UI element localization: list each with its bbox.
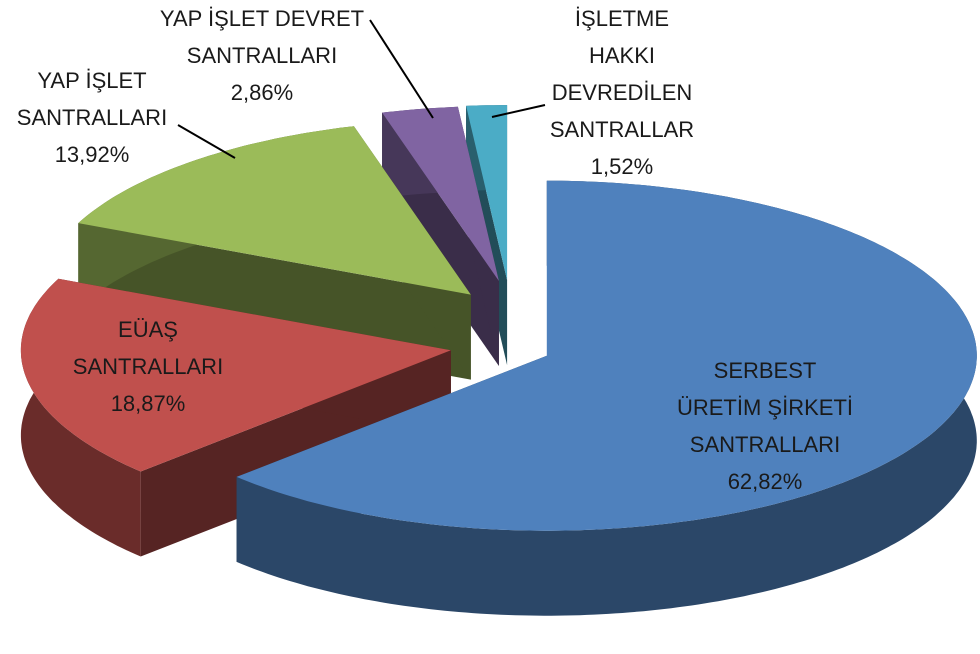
- leader-line: [177, 124, 236, 159]
- data-label: EÜAŞ SANTRALLARI 18,87%: [68, 311, 228, 422]
- slice-value: 2,86%: [230, 80, 294, 105]
- data-label: SERBEST ÜRETİM ŞİRKETİ SANTRALLARI 62,82%: [675, 352, 855, 500]
- data-label: YAP İŞLET DEVRET SANTRALLARI 2,86%: [147, 0, 377, 111]
- leader-line: [369, 19, 434, 119]
- slice: [382, 106, 499, 281]
- slice: [78, 126, 471, 295]
- slice: [236, 180, 977, 531]
- slice-value: 18,87%: [110, 391, 186, 416]
- slice-name: YAP İŞLET DEVRET SANTRALLARI: [159, 6, 365, 68]
- slice-name: SERBEST ÜRETİM ŞİRKETİ SANTRALLARI: [676, 358, 853, 457]
- slice-name: YAP İŞLET SANTRALLARI: [16, 68, 168, 130]
- slice-value: 13,92%: [54, 142, 130, 167]
- leader-line: [491, 104, 546, 118]
- slice-name: İŞLETME HAKKI DEVREDİLEN SANTRALLAR: [549, 6, 695, 142]
- slice-value: 1,52%: [590, 154, 654, 179]
- slice: [20, 278, 451, 472]
- slice-name: EÜAŞ SANTRALLARI: [72, 317, 224, 379]
- slice: [466, 105, 508, 281]
- data-label: YAP İŞLET SANTRALLARI 13,92%: [12, 62, 172, 173]
- slice-value: 62,82%: [727, 469, 803, 494]
- data-label: İŞLETME HAKKI DEVREDİLEN SANTRALLAR 1,52%: [542, 0, 702, 185]
